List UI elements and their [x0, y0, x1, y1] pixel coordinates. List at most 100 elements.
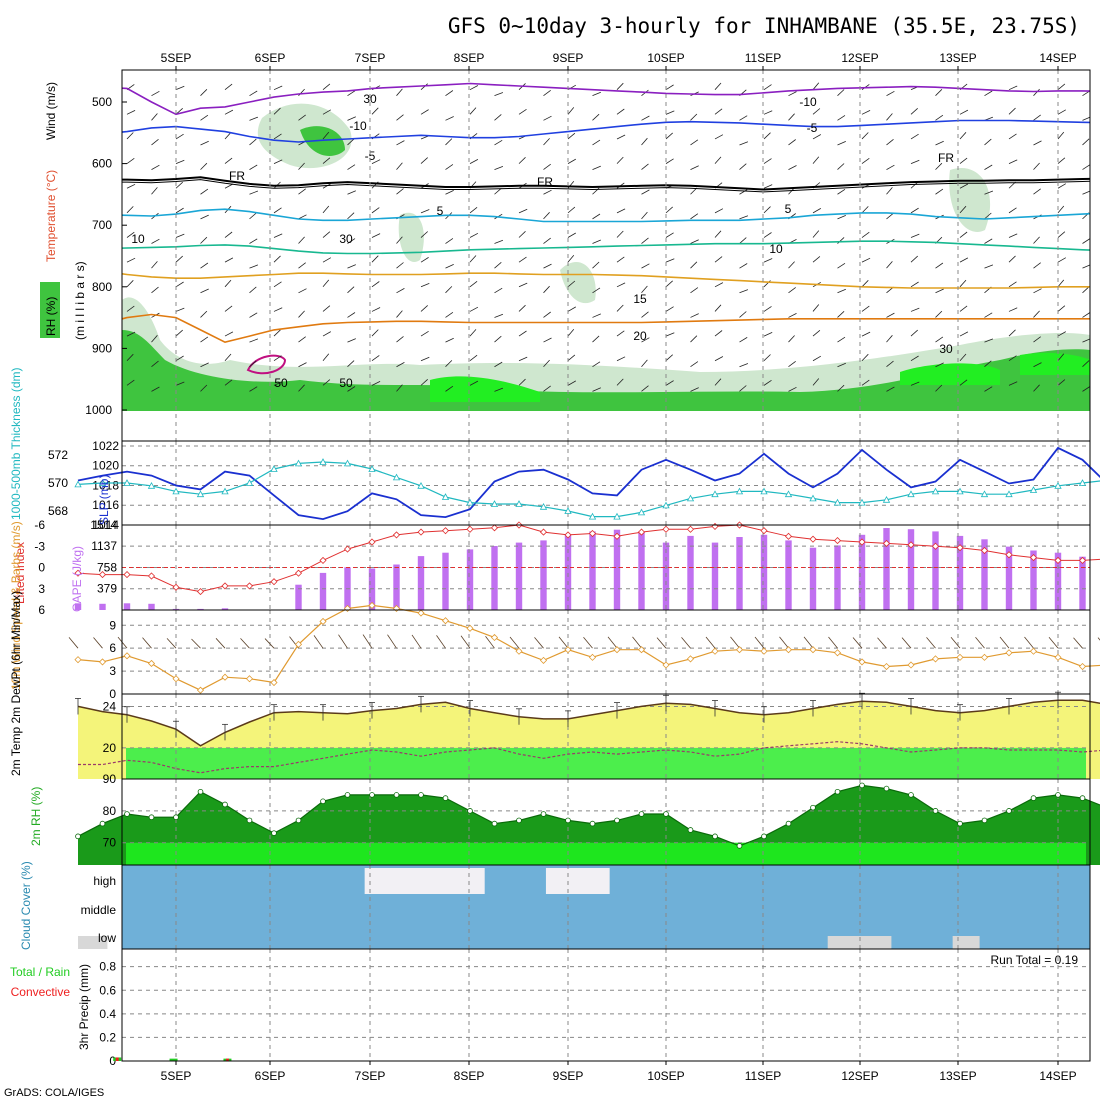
cape-bar [368, 568, 376, 610]
wind-barb [224, 353, 232, 361]
lifted-index-point [686, 525, 695, 533]
wind-barb [935, 162, 943, 170]
wind-barb [984, 238, 993, 244]
wind-barb [1008, 307, 1018, 312]
temperature-panel-label: 2m Temp 2m DewPt (6hr Min/Max) [9, 591, 23, 776]
lifted-index-point [1005, 551, 1013, 559]
wind-barb [1082, 286, 1090, 294]
wind-barb [616, 230, 624, 238]
run-total: Run Total = 0.19 [990, 953, 1078, 967]
wind-barb [935, 310, 943, 318]
wind-barb [861, 257, 871, 263]
wind-speed-point [1005, 649, 1013, 657]
humidity-point [736, 843, 743, 849]
humidity-point [908, 792, 914, 798]
wind-barb [690, 335, 698, 343]
wind-barb [469, 255, 477, 263]
pressure-tick-label: 1000 [85, 403, 112, 417]
wind-barb [273, 233, 283, 238]
pressure-axis: 500 600 700 800 900 1000 [85, 95, 127, 417]
bottom-date-label: 13SEP [939, 1069, 976, 1083]
cape-bar [883, 528, 890, 610]
wind-axis: 0 3 6 9 [109, 618, 116, 701]
slp-line [77, 446, 1100, 521]
wind-barb [175, 355, 184, 362]
lifted-index-point [539, 528, 548, 536]
wind-barb [543, 115, 552, 121]
wind-barb [763, 206, 771, 214]
wind-barb [592, 335, 600, 343]
wind-barb [126, 231, 135, 238]
humidity-point [99, 820, 106, 827]
surface-wind-barb [975, 637, 985, 649]
humidity-point [663, 811, 669, 817]
wind-barb [959, 305, 968, 312]
wind-tick-label: 0 [109, 687, 116, 701]
surface-wind-barb [779, 636, 789, 649]
wind-barb [347, 238, 356, 244]
wind-barb [347, 338, 356, 343]
wind-barb [371, 281, 380, 288]
wind-tick-label: 9 [109, 618, 116, 632]
wind-barb [1008, 233, 1018, 238]
wind-barb [200, 336, 209, 343]
wind-barb [959, 379, 968, 386]
wind-barb [714, 230, 722, 238]
wind-barb [665, 280, 673, 288]
wind-barb [175, 85, 185, 91]
precip-tick-label: 0.8 [99, 960, 116, 974]
wind-barb [151, 286, 159, 294]
wind-barb [126, 353, 134, 361]
thickness-point [221, 487, 229, 495]
wind-speed-point [809, 646, 817, 654]
wind-barb [298, 236, 305, 244]
wind-barb [371, 307, 381, 312]
thickness-point [833, 498, 842, 506]
wind-barb [543, 385, 551, 392]
wind-barb [396, 262, 404, 269]
wind-barb [494, 239, 504, 244]
lifted-index-point [74, 569, 82, 577]
humidity-point [1055, 792, 1061, 798]
wind-barb [984, 164, 993, 170]
wind-barb [273, 307, 283, 312]
thickness-point [735, 487, 744, 495]
wind-barb [959, 205, 967, 214]
contour-label: 10 [131, 232, 145, 246]
precip-tick-label: 0.4 [99, 1007, 116, 1021]
humidity-point [516, 817, 522, 824]
surface-wind-barb [607, 636, 618, 649]
wind-barb [910, 381, 920, 386]
thickness-grid [122, 441, 1090, 526]
wind-barb [935, 114, 944, 121]
wind-barb [322, 157, 331, 164]
wind-barb [273, 133, 282, 140]
cape-bars [74, 528, 1086, 610]
wind-barb [812, 304, 820, 312]
wind-barb [935, 140, 944, 146]
lifted-index-point [980, 546, 989, 555]
wind-barb [518, 356, 528, 362]
wind-barb [200, 384, 208, 392]
thickness-point [980, 490, 989, 498]
contour-labels: -10 -10 -5 -5 FR FR FR 5 5 10 10 15 20 30 30 50 50 30 [131, 92, 954, 390]
grads-credit: GrADS: COLA/IGES [4, 1087, 104, 1099]
humidity-point [1030, 795, 1037, 801]
wind-barb [739, 189, 748, 195]
slp-tick-label: 1020 [92, 459, 119, 473]
isotherm-minus10 [122, 82, 1090, 116]
wind-barb [494, 313, 504, 318]
wind-barb [616, 156, 624, 164]
humidity-point [932, 808, 939, 814]
wind-barb [788, 139, 796, 146]
wind-barb [812, 256, 821, 263]
humidity-panel: 70 80 90 2m RH (%) [29, 772, 1100, 866]
surface-wind-barb [901, 637, 912, 649]
humidity-point [295, 817, 302, 824]
wind-barb [322, 231, 331, 238]
wind-tick-label: 6 [109, 641, 116, 655]
humidity-point [785, 820, 792, 827]
thickness-point [931, 487, 940, 495]
surface-wind-barb [93, 637, 103, 649]
cape-bar [172, 608, 180, 610]
